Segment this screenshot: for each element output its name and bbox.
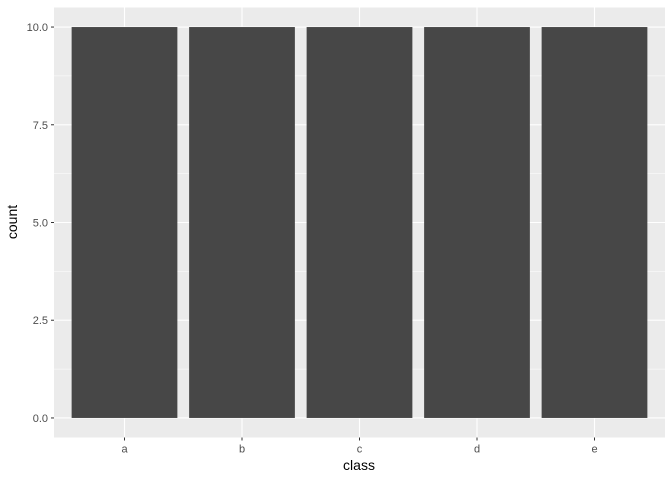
y-tick-label: 10.0 <box>27 22 48 34</box>
x-tick-label: e <box>591 444 597 456</box>
x-tick-label: d <box>474 444 480 456</box>
y-tick-label: 2.5 <box>33 315 48 327</box>
bar-a <box>71 27 178 418</box>
y-axis-label: count <box>4 205 20 239</box>
x-tick-label: a <box>121 444 128 456</box>
x-tick-label: c <box>357 444 363 456</box>
bar-c <box>306 27 413 418</box>
bar-b <box>189 27 295 418</box>
bars <box>71 27 648 418</box>
x-axis-label: class <box>343 457 375 473</box>
y-tick-label: 7.5 <box>33 120 48 132</box>
y-tick-label: 0.0 <box>33 413 48 425</box>
bar-d <box>424 27 530 418</box>
axes: 0.0 2.5 5.0 7.5 10.0 a b c d e <box>27 22 598 455</box>
bar-e <box>541 27 648 418</box>
x-tick-label: b <box>239 444 245 456</box>
y-tick-label: 5.0 <box>33 218 48 230</box>
